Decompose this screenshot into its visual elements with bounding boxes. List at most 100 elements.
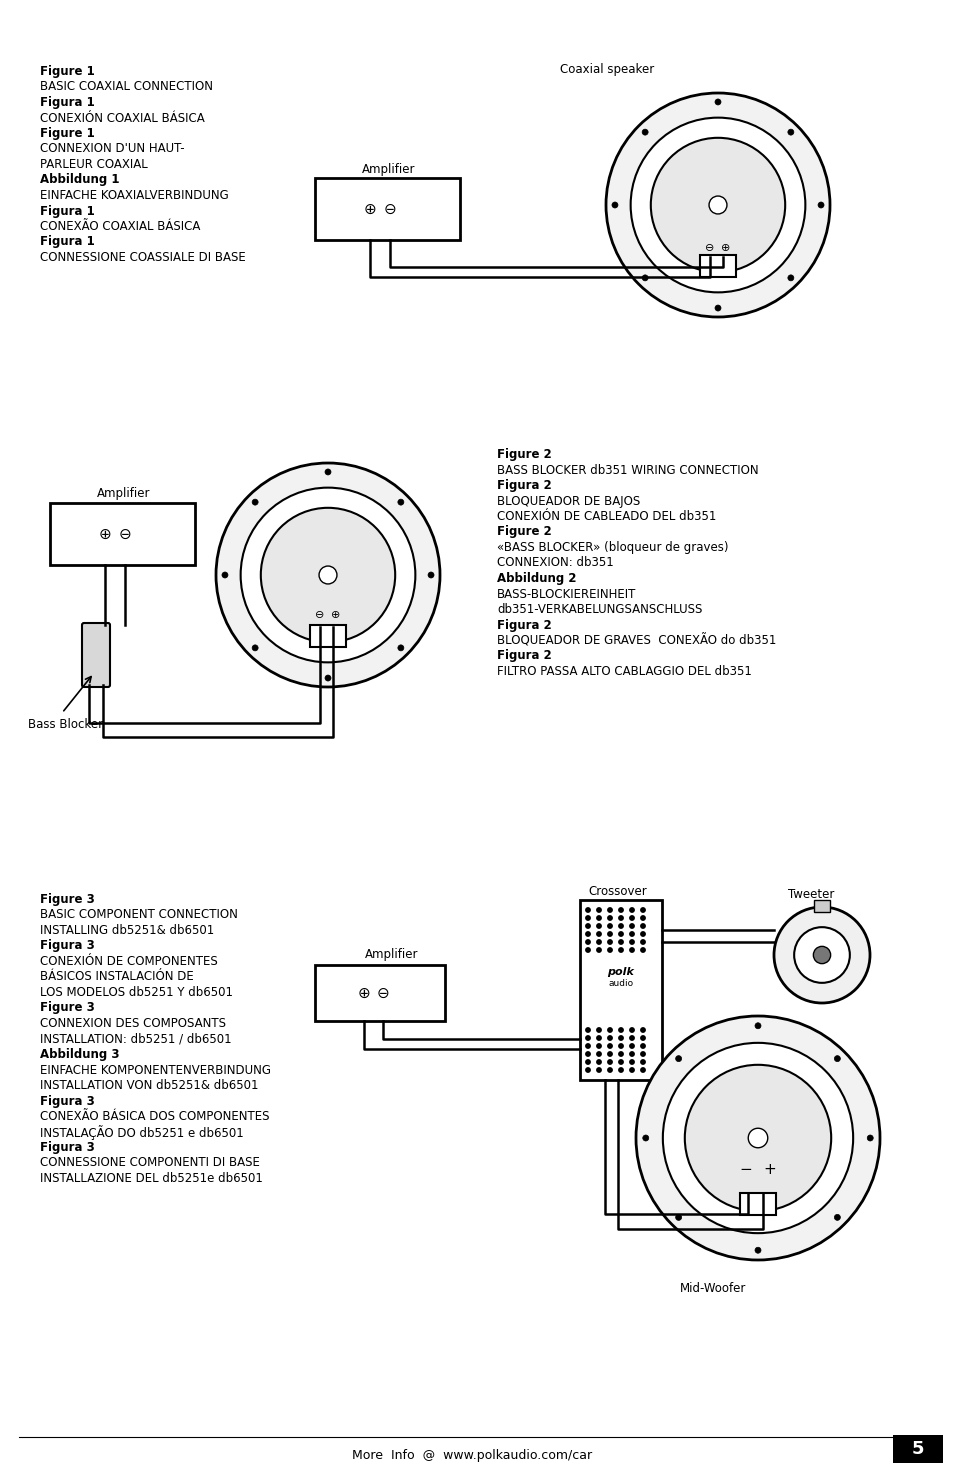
Circle shape	[607, 907, 612, 912]
Circle shape	[215, 463, 439, 687]
Text: Figura 2: Figura 2	[497, 618, 551, 631]
Text: CONEXIÓN DE CABLEADO DEL db351: CONEXIÓN DE CABLEADO DEL db351	[497, 510, 716, 524]
Circle shape	[585, 907, 590, 912]
Circle shape	[597, 1028, 600, 1032]
Bar	[892, 1435, 942, 1463]
Circle shape	[747, 1128, 767, 1148]
Circle shape	[597, 1061, 600, 1063]
Text: PARLEUR COAXIAL: PARLEUR COAXIAL	[40, 158, 148, 171]
Circle shape	[428, 572, 434, 578]
Text: Figura 1: Figura 1	[40, 205, 94, 217]
Circle shape	[640, 940, 644, 944]
Circle shape	[607, 1044, 612, 1049]
Text: ⊕: ⊕	[98, 527, 112, 541]
Circle shape	[607, 940, 612, 944]
Circle shape	[607, 1052, 612, 1056]
Circle shape	[585, 1028, 590, 1032]
Text: CONEXÃO COAXIAL BÁSICA: CONEXÃO COAXIAL BÁSICA	[40, 220, 200, 233]
Circle shape	[605, 93, 829, 317]
Text: Figure 1: Figure 1	[40, 127, 94, 140]
Circle shape	[662, 1043, 852, 1233]
Circle shape	[618, 932, 622, 937]
Circle shape	[675, 1056, 681, 1062]
Circle shape	[642, 1134, 648, 1142]
Text: Figure 3: Figure 3	[40, 892, 94, 906]
Circle shape	[607, 1068, 612, 1072]
Text: More  Info  @  www.polkaudio.com/car: More Info @ www.polkaudio.com/car	[352, 1448, 592, 1462]
Text: ⊖: ⊖	[384, 202, 396, 217]
Text: CONNEXION DES COMPOSANTS: CONNEXION DES COMPOSANTS	[40, 1016, 226, 1030]
Circle shape	[597, 1052, 600, 1056]
Text: db351-VERKABELUNGSANSCHLUSS: db351-VERKABELUNGSANSCHLUSS	[497, 603, 701, 617]
Circle shape	[787, 274, 793, 280]
Text: CONNEXION: db351: CONNEXION: db351	[497, 556, 613, 569]
Bar	[700, 255, 735, 277]
Circle shape	[597, 948, 600, 953]
Circle shape	[397, 645, 403, 650]
Text: Figure 2: Figure 2	[497, 448, 551, 462]
Circle shape	[787, 130, 793, 136]
Circle shape	[754, 1022, 760, 1028]
Circle shape	[640, 1035, 644, 1040]
Circle shape	[325, 676, 331, 681]
Circle shape	[618, 1028, 622, 1032]
Text: Figure 1: Figure 1	[40, 65, 94, 78]
Circle shape	[618, 1052, 622, 1056]
Text: Abbildung 1: Abbildung 1	[40, 174, 119, 186]
Text: ⊕: ⊕	[363, 202, 376, 217]
Bar	[579, 900, 661, 1080]
Circle shape	[640, 907, 644, 912]
Circle shape	[641, 130, 647, 136]
Circle shape	[629, 1044, 634, 1049]
Text: Figura 1: Figura 1	[40, 96, 94, 109]
Text: Coaxial speaker: Coaxial speaker	[559, 63, 654, 77]
Circle shape	[618, 1035, 622, 1040]
Text: BASIC COMPONENT CONNECTION: BASIC COMPONENT CONNECTION	[40, 909, 237, 922]
Circle shape	[607, 916, 612, 920]
Circle shape	[629, 923, 634, 928]
Text: +: +	[762, 1162, 776, 1177]
Circle shape	[834, 1056, 840, 1062]
Circle shape	[585, 1061, 590, 1063]
Circle shape	[640, 923, 644, 928]
Text: Figura 2: Figura 2	[497, 649, 551, 662]
Text: BLOQUEADOR DE BAJOS: BLOQUEADOR DE BAJOS	[497, 494, 639, 507]
Text: INSTALLING db5251& db6501: INSTALLING db5251& db6501	[40, 923, 214, 937]
Circle shape	[607, 948, 612, 953]
Circle shape	[597, 1035, 600, 1040]
Text: INSTALLAZIONE DEL db5251e db6501: INSTALLAZIONE DEL db5251e db6501	[40, 1173, 263, 1184]
Circle shape	[318, 566, 336, 584]
Text: CONNESSIONE COASSIALE DI BASE: CONNESSIONE COASSIALE DI BASE	[40, 251, 246, 264]
Text: CONNEXION D'UN HAUT-: CONNEXION D'UN HAUT-	[40, 143, 185, 155]
Circle shape	[629, 1061, 634, 1063]
Text: Mid-Woofer: Mid-Woofer	[679, 1282, 745, 1295]
Text: BASIC COAXIAL CONNECTION: BASIC COAXIAL CONNECTION	[40, 81, 213, 93]
Circle shape	[260, 507, 395, 642]
Circle shape	[397, 499, 403, 504]
Circle shape	[629, 932, 634, 937]
Text: INSTALLATION VON db5251& db6501: INSTALLATION VON db5251& db6501	[40, 1080, 258, 1092]
Bar	[314, 965, 444, 1021]
Circle shape	[636, 1016, 879, 1260]
Circle shape	[754, 1248, 760, 1254]
Text: BLOQUEADOR DE GRAVES  CONEXÃO do db351: BLOQUEADOR DE GRAVES CONEXÃO do db351	[497, 634, 776, 648]
Text: ⊕: ⊕	[357, 985, 371, 1000]
Circle shape	[611, 202, 618, 208]
Circle shape	[585, 940, 590, 944]
Text: CONEXIÓN DE COMPONENTES: CONEXIÓN DE COMPONENTES	[40, 954, 217, 968]
Text: EINFACHE KOMPONENTENVERBINDUNG: EINFACHE KOMPONENTENVERBINDUNG	[40, 1063, 271, 1077]
Text: CONEXIÓN COAXIAL BÁSICA: CONEXIÓN COAXIAL BÁSICA	[40, 112, 205, 124]
Text: ⊖: ⊖	[375, 985, 389, 1000]
Circle shape	[714, 305, 720, 311]
Circle shape	[597, 940, 600, 944]
Text: Amplifier: Amplifier	[361, 164, 416, 176]
Circle shape	[640, 916, 644, 920]
Circle shape	[793, 928, 849, 982]
Bar	[740, 1193, 775, 1215]
Text: ⊖: ⊖	[704, 242, 714, 252]
Circle shape	[597, 1044, 600, 1049]
Circle shape	[640, 932, 644, 937]
Circle shape	[813, 947, 830, 963]
Circle shape	[640, 1052, 644, 1056]
Circle shape	[629, 916, 634, 920]
